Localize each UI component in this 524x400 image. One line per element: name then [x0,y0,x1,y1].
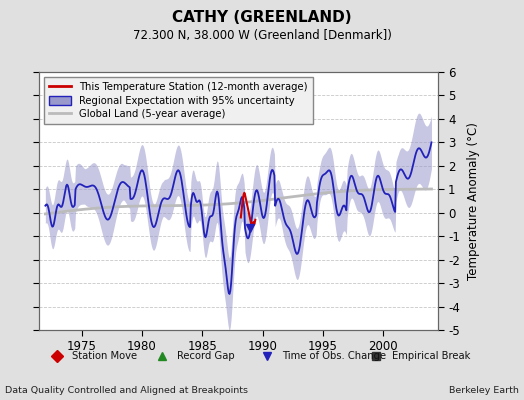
Text: Time of Obs. Change: Time of Obs. Change [282,351,386,361]
Text: Data Quality Controlled and Aligned at Breakpoints: Data Quality Controlled and Aligned at B… [5,386,248,395]
Text: Berkeley Earth: Berkeley Earth [449,386,519,395]
Text: 72.300 N, 38.000 W (Greenland [Denmark]): 72.300 N, 38.000 W (Greenland [Denmark]) [133,29,391,42]
Text: Station Move: Station Move [72,351,137,361]
Text: Empirical Break: Empirical Break [391,351,470,361]
Legend: This Temperature Station (12-month average), Regional Expectation with 95% uncer: This Temperature Station (12-month avera… [45,77,313,124]
Y-axis label: Temperature Anomaly (°C): Temperature Anomaly (°C) [467,122,480,280]
Text: Record Gap: Record Gap [177,351,235,361]
Text: CATHY (GREENLAND): CATHY (GREENLAND) [172,10,352,25]
